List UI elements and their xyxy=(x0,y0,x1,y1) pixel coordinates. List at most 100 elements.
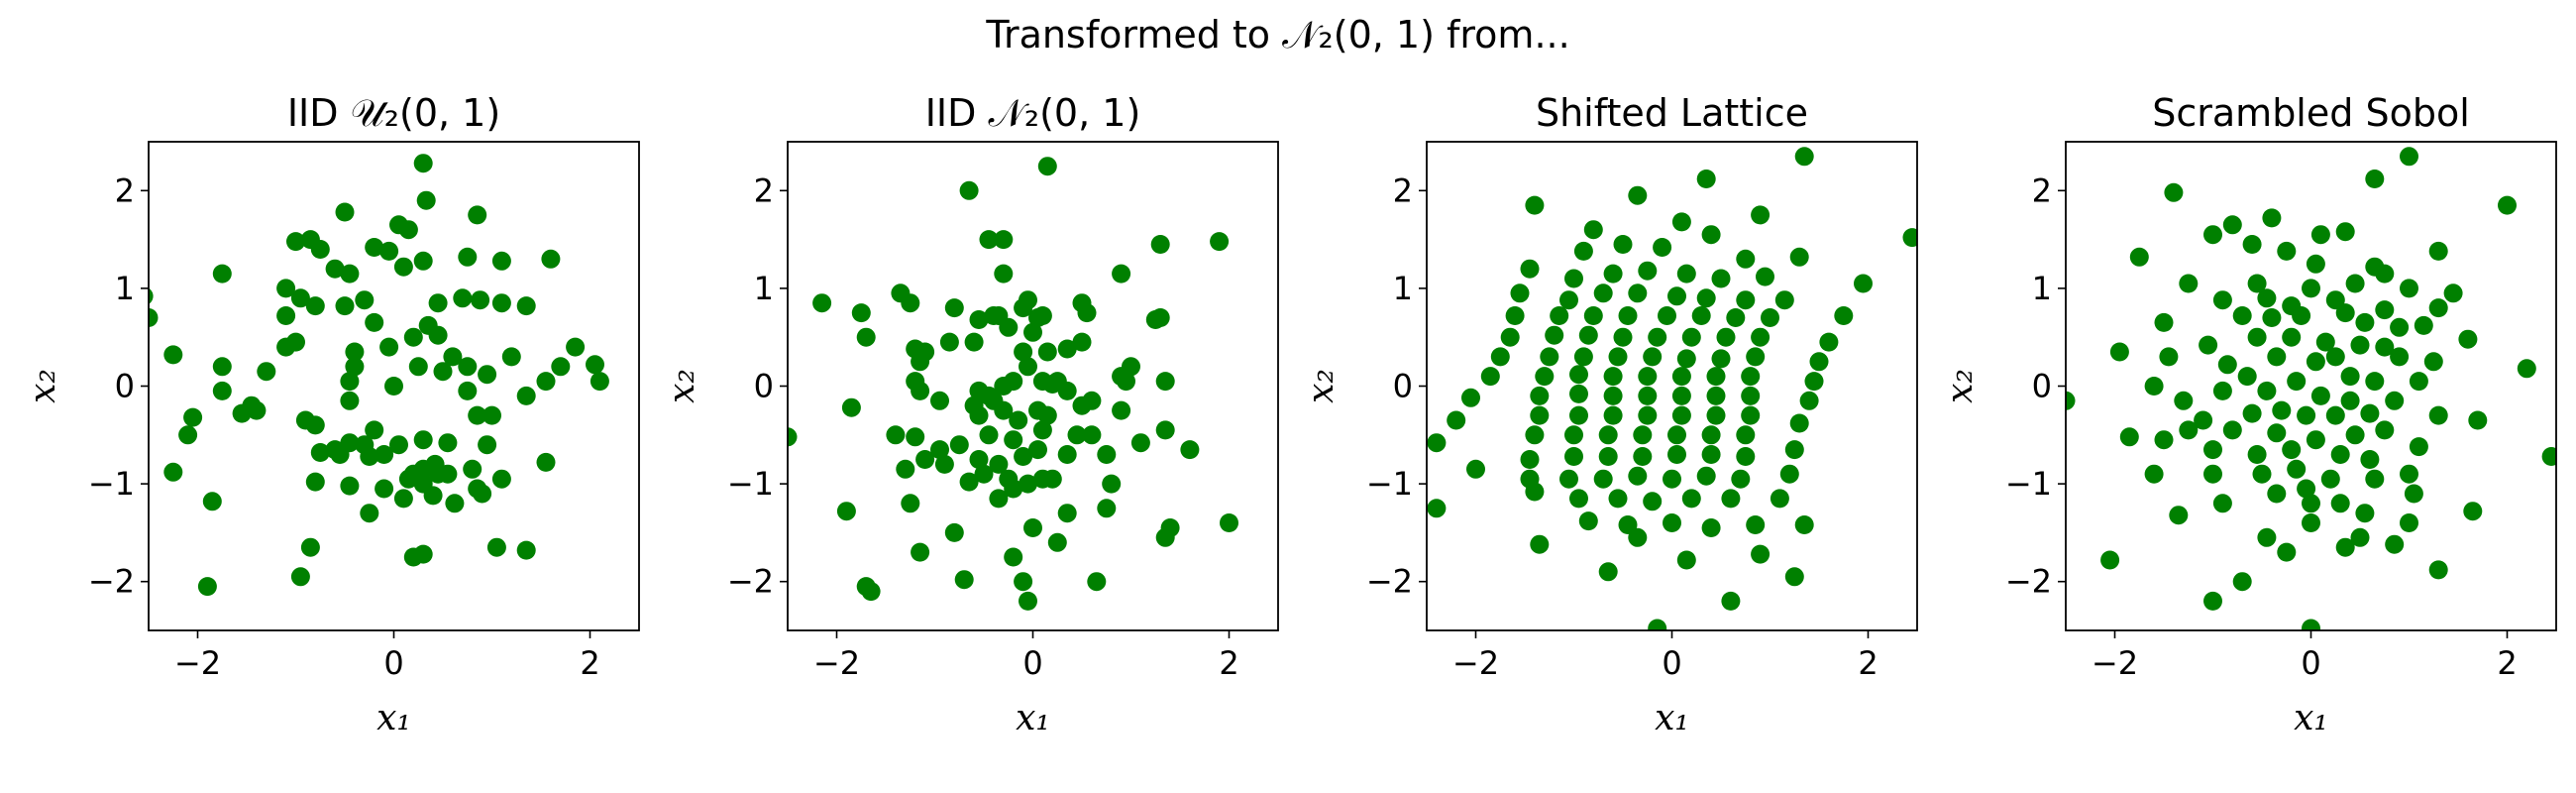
scatter-point xyxy=(1598,562,1618,582)
scatter-point xyxy=(413,251,433,271)
scatter-point xyxy=(1583,306,1603,325)
scatter-points xyxy=(149,154,609,597)
scatter-point xyxy=(949,435,969,455)
scatter-point xyxy=(340,476,360,496)
scatter-point xyxy=(1569,489,1588,509)
scatter-point xyxy=(453,288,473,308)
scatter-point xyxy=(1691,306,1711,325)
scatter-point xyxy=(1628,185,1648,205)
scatter-point xyxy=(516,386,536,405)
scatter-point xyxy=(994,264,1014,283)
scatter-point xyxy=(2267,347,2287,367)
scatter-point xyxy=(989,489,1009,509)
scatter-point xyxy=(1706,367,1726,387)
scatter-point xyxy=(290,567,310,587)
y-tick-label: 2 xyxy=(2032,171,2052,209)
scatter-point xyxy=(183,407,203,427)
scatter-point xyxy=(2222,215,2242,235)
scatter-point xyxy=(2302,619,2320,630)
scatter-point xyxy=(1804,372,1824,392)
scatter-point xyxy=(398,469,418,489)
scatter-point xyxy=(2272,400,2292,420)
scatter-point xyxy=(458,381,478,400)
figure-suptitle: Transformed to 𝒩₂(0, 1) from... xyxy=(985,13,1569,57)
scatter-point xyxy=(969,310,989,329)
scatter-point xyxy=(1023,322,1042,342)
scatter-point xyxy=(536,452,556,472)
scatter-point xyxy=(1057,445,1077,464)
scatter-point xyxy=(310,240,330,259)
scatter-point xyxy=(1530,405,1550,425)
scatter-point xyxy=(379,241,399,261)
scatter-point xyxy=(1461,388,1480,407)
scatter-point xyxy=(1082,425,1102,445)
scatter-point xyxy=(856,327,876,347)
scatter-point xyxy=(944,298,964,318)
scatter-point xyxy=(536,372,556,392)
scatter-point xyxy=(1834,306,1854,325)
scatter-point xyxy=(413,154,433,173)
scatter-point xyxy=(1525,482,1545,502)
scatter-point xyxy=(2355,504,2375,523)
scatter-point xyxy=(1014,447,1033,466)
y-tick-label: −2 xyxy=(1366,563,1413,601)
scatter-point xyxy=(516,540,536,560)
scatter-point xyxy=(959,180,979,200)
scatter-point xyxy=(1756,267,1774,286)
scatter-point xyxy=(1564,269,1583,288)
scatter-point xyxy=(178,425,198,445)
x-tick-label: 2 xyxy=(580,644,599,682)
scatter-point xyxy=(1014,572,1033,592)
scatter-point xyxy=(1618,515,1638,534)
scatter-point xyxy=(2292,306,2311,325)
scatter-point xyxy=(1427,433,1447,453)
scatter-point xyxy=(2232,572,2252,592)
scatter-point xyxy=(2345,425,2365,445)
scatter-point xyxy=(1097,445,1117,464)
scatter-point xyxy=(335,296,355,316)
scatter-point xyxy=(1583,220,1603,240)
scatter-point xyxy=(1716,327,1736,347)
scatter-point xyxy=(1603,386,1623,405)
scatter-point xyxy=(911,542,930,562)
scatter-point xyxy=(901,494,920,513)
scatter-point xyxy=(1569,384,1588,403)
scatter-point xyxy=(1559,469,1578,489)
scatter-point xyxy=(2517,359,2536,379)
scatter-point xyxy=(1004,547,1023,567)
scatter-point xyxy=(438,464,458,484)
scatter-point xyxy=(934,454,954,474)
scatter-point xyxy=(1598,447,1618,466)
scatter-point xyxy=(2262,208,2282,228)
scatter-point xyxy=(861,582,881,602)
scatter-point xyxy=(1613,327,1633,347)
scatter-point xyxy=(202,492,222,511)
axes-frame xyxy=(787,141,1279,631)
scatter-point xyxy=(2267,484,2287,504)
scatter-point xyxy=(1545,325,1564,345)
scatter-point xyxy=(2428,298,2448,318)
scatter-point xyxy=(1608,347,1628,367)
scatter-point xyxy=(1902,228,1917,248)
scatter-point xyxy=(2199,335,2218,355)
scatter-point xyxy=(1751,205,1771,225)
scatter-point xyxy=(1671,212,1691,232)
subplot-4: Scrambled Sobol −2 0 2 −2 −1 0 1 2 x₁ x₂ xyxy=(1940,91,2557,738)
scatter-point xyxy=(2277,542,2297,562)
scatter-point xyxy=(901,293,920,313)
scatter-point xyxy=(2203,440,2222,460)
scatter-point xyxy=(1077,303,1097,323)
scatter-point xyxy=(408,357,428,377)
scatter-point xyxy=(969,450,989,469)
scatter-point xyxy=(1643,347,1663,367)
scatter-point xyxy=(974,464,994,484)
scatter-point xyxy=(2350,527,2370,547)
scatter-point xyxy=(212,381,232,400)
y-tick-label: 0 xyxy=(115,368,135,405)
scatter-point xyxy=(2365,170,2385,188)
scatter-point xyxy=(1155,420,1175,440)
scatter-point xyxy=(1480,367,1500,387)
scatter-point xyxy=(1671,405,1691,425)
scatter-point xyxy=(1130,433,1150,453)
scatter-point xyxy=(979,230,999,250)
